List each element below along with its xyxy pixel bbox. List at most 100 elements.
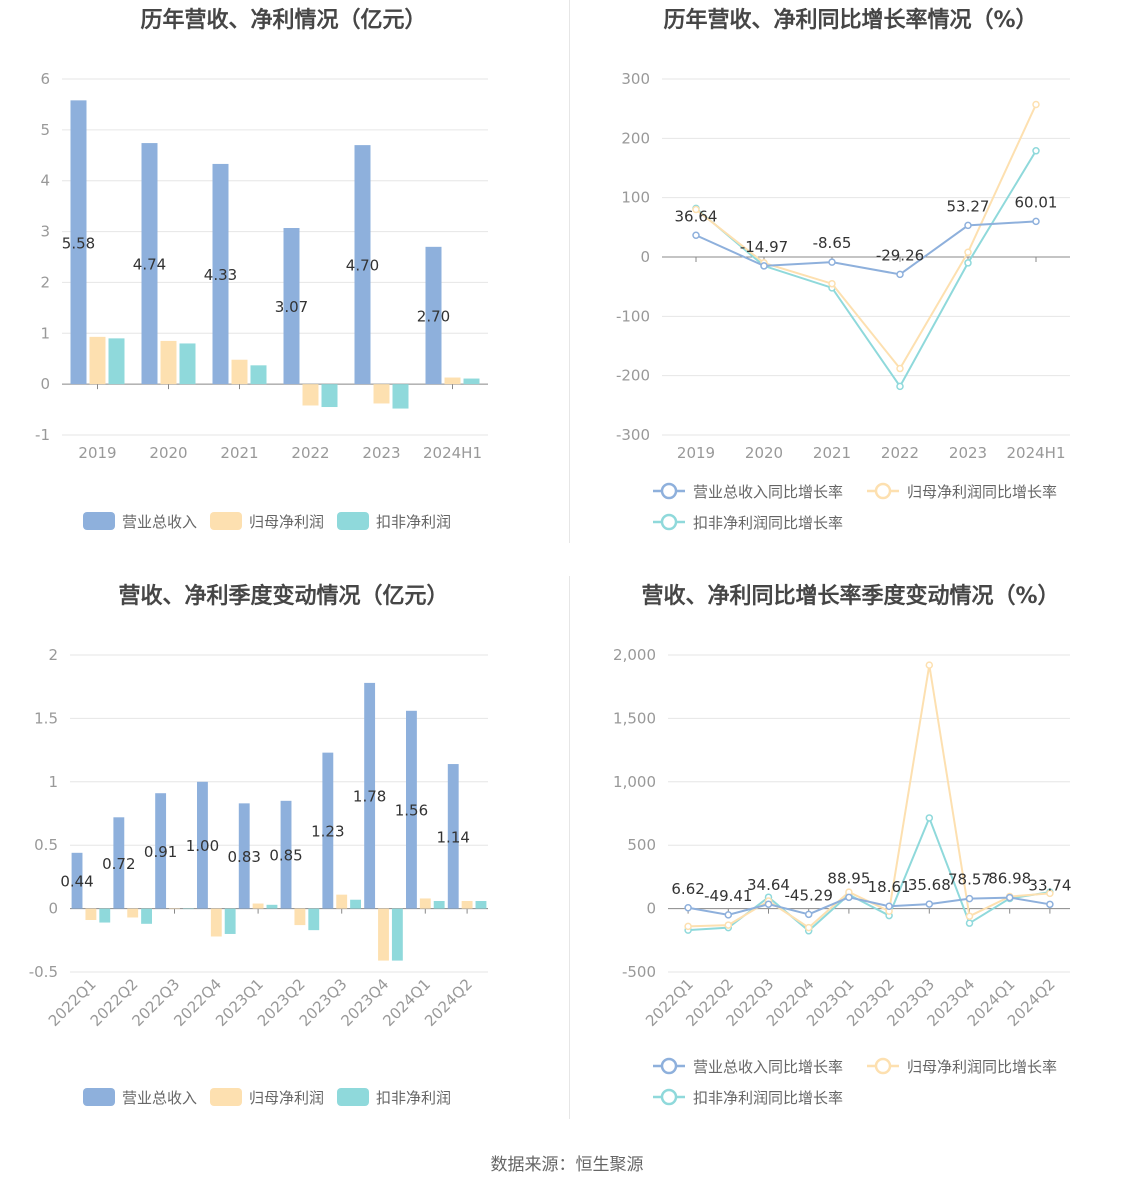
- bar: [160, 340, 177, 385]
- y-tick-label: 5: [40, 121, 50, 139]
- series-point: [692, 205, 700, 214]
- bar: [141, 908, 153, 924]
- legend-label: 营业总收入: [122, 1089, 197, 1107]
- legend-label: 归母净利润: [249, 513, 324, 531]
- legend-marker: [874, 1057, 892, 1075]
- x-tick-label: 2022: [881, 444, 919, 462]
- x-tick-label: 2023: [362, 444, 400, 462]
- series-point: [964, 248, 972, 257]
- legend-marker: [874, 482, 892, 500]
- legend-label: 扣非净利润: [376, 513, 451, 531]
- y-tick-label: 4: [40, 172, 50, 190]
- series-point: [925, 814, 934, 822]
- chart-title: 营收、净利季度变动情况（亿元）: [118, 584, 449, 609]
- legend-swatch: [83, 1088, 115, 1106]
- bar: [475, 900, 487, 909]
- y-tick-label: 0: [640, 248, 650, 266]
- series-point: [964, 259, 972, 267]
- legend-swatch: [83, 512, 115, 530]
- data-label: 0.44: [60, 873, 93, 891]
- data-label: 0.83: [228, 848, 261, 866]
- bar: [364, 682, 376, 909]
- data-label: 1.78: [353, 788, 386, 806]
- legend-label: 营业总收入同比增长率: [693, 483, 843, 501]
- chart-canvas: 21.510.50-0.52022Q12022Q22022Q32022Q4202…: [29, 646, 488, 1107]
- y-tick-label: 2: [48, 646, 58, 664]
- data-source: 数据来源：恒生聚源: [490, 1155, 644, 1175]
- series-point: [965, 919, 974, 927]
- series-point: [828, 258, 836, 266]
- x-tick-label: 2024H1: [1007, 444, 1066, 462]
- x-tick-label: 2019: [677, 444, 715, 462]
- legend-label: 扣非净利润: [376, 1089, 451, 1107]
- y-tick-label: -200: [616, 367, 650, 385]
- series-point: [1046, 889, 1054, 898]
- y-tick-label: 3: [40, 223, 50, 241]
- bar: [280, 800, 292, 909]
- bar: [322, 752, 334, 909]
- series-point: [764, 900, 773, 908]
- bar: [266, 904, 278, 909]
- data-label: 53.27: [947, 197, 990, 215]
- data-label: 0.91: [144, 843, 177, 861]
- legend-swatch: [337, 1088, 369, 1106]
- series-point: [885, 902, 893, 910]
- series-point: [925, 661, 934, 669]
- bar: [463, 378, 480, 385]
- y-tick-label: 300: [621, 70, 650, 88]
- series-point: [1005, 893, 1014, 902]
- bar: [224, 908, 236, 934]
- legend-swatch: [210, 1088, 242, 1106]
- divider: [569, 0, 570, 543]
- bar: [113, 817, 125, 909]
- y-tick-label: 0.5: [34, 836, 58, 854]
- bar: [169, 908, 180, 910]
- bar: [294, 908, 306, 926]
- data-label: -14.97: [740, 238, 788, 256]
- y-tick-label: 1,000: [613, 773, 656, 791]
- annual-growth-rate-chart: 历年营收、净利同比增长率情况（%） 300 200 100 0 -100 -200 -300…: [567, 0, 1134, 565]
- data-label: 1.00: [186, 837, 219, 855]
- bar: [378, 908, 389, 961]
- bar: [425, 246, 442, 385]
- y-tick-label: 1.5: [34, 709, 58, 727]
- series-point: [692, 231, 700, 240]
- y-tick-label: 1: [48, 773, 58, 791]
- data-label: -8.65: [813, 234, 852, 252]
- bar: [155, 793, 167, 909]
- series-point: [965, 912, 974, 920]
- legend-swatch: [337, 512, 369, 530]
- legend-label: 营业总收入: [122, 513, 197, 531]
- bar: [350, 899, 362, 909]
- chart-title: 营收、净利同比增长率季度变动情况（%）: [641, 584, 1060, 609]
- legend-label: 归母净利润同比增长率: [907, 1058, 1057, 1076]
- y-tick-label: -0.5: [29, 963, 58, 981]
- y-tick-label: 1,500: [613, 709, 656, 727]
- bar: [433, 900, 445, 909]
- legend-marker: [660, 482, 678, 500]
- data-label: -45.29: [785, 886, 833, 904]
- data-label: 35.68: [908, 876, 951, 894]
- series-point: [724, 911, 733, 919]
- chart-title: 历年营收、净利情况（亿元）: [140, 8, 427, 33]
- y-tick-label: 1: [40, 324, 50, 342]
- bar: [405, 710, 417, 909]
- series-point: [684, 922, 692, 931]
- data-label: 4.70: [346, 257, 379, 275]
- annual-revenue-profit-chart: 历年营收、净利情况（亿元） 6 5 4 3 2 1 0 -1 2019 2020 2021 2022 2…: [0, 0, 567, 565]
- data-label: 4.74: [133, 256, 166, 274]
- data-label: 33.74: [1028, 876, 1071, 894]
- series-point: [1046, 900, 1054, 909]
- chart-canvas: 6 5 4 3 2 1 0 -1 2019 2020 2021 2022 2023 2024H1 5.58 4…: [35, 70, 488, 531]
- data-label: 4.33: [204, 266, 237, 284]
- series-point: [724, 921, 733, 929]
- data-label: 1.23: [311, 823, 344, 841]
- y-tick-label: -100: [616, 307, 650, 325]
- data-label: 60.01: [1015, 193, 1058, 211]
- bar: [196, 781, 208, 909]
- x-tick-label: 2021: [220, 444, 258, 462]
- data-label: 1.14: [437, 828, 470, 846]
- data-label: 34.64: [747, 876, 790, 894]
- series-point: [896, 382, 904, 391]
- bar: [373, 384, 390, 404]
